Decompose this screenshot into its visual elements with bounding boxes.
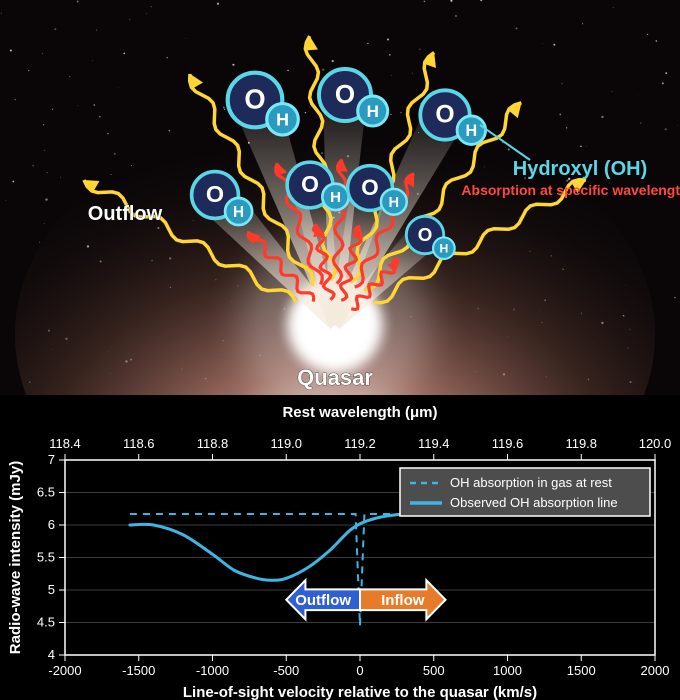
y-tick-label: 4: [48, 647, 55, 662]
o-atom-label: O: [418, 224, 433, 245]
legend-dashed-label: OH absorption in gas at rest: [450, 475, 612, 490]
top-tick-label: 118.8: [197, 436, 229, 451]
x-tick-label: 0: [356, 663, 363, 678]
y-tick-label: 5: [48, 582, 55, 597]
top-tick-label: 119.2: [344, 436, 376, 451]
x-tick-label: 500: [423, 663, 445, 678]
hydroxyl-label: Hydroxyl (OH): [513, 158, 647, 180]
top-axis-label: Rest wavelength (μm): [282, 404, 437, 421]
absorption-label: Absorption at specific wavelength: [461, 182, 680, 198]
y-tick-label: 7: [48, 452, 55, 467]
o-atom-label: O: [301, 171, 319, 197]
h-atom-label: H: [367, 102, 379, 121]
top-tick-label: 119.4: [418, 436, 450, 451]
o-atom-label: O: [244, 83, 265, 114]
o-atom-label: O: [335, 79, 355, 109]
outflow-label: Outflow: [88, 203, 163, 225]
o-atom-label: O: [206, 181, 224, 207]
outflow-arrow-label: Outflow: [295, 592, 351, 609]
h-atom-label: H: [276, 110, 289, 130]
o-atom-label: O: [361, 175, 378, 200]
top-tick-label: 119.0: [270, 436, 302, 451]
top-tick-label: 119.6: [492, 436, 524, 451]
top-tick-label: 120.0: [639, 436, 672, 451]
o-atom-label: O: [435, 102, 454, 129]
inflow-arrow-label: Inflow: [381, 592, 425, 609]
x-axis-label: Line-of-sight velocity relative to the q…: [183, 684, 537, 700]
x-tick-label: 1500: [567, 663, 596, 678]
x-tick-label: 1000: [493, 663, 522, 678]
x-tick-label: -1500: [122, 663, 155, 678]
legend-solid-label: Observed OH absorption line: [450, 495, 618, 510]
figure-svg: OHOHOHOHOHOHOHQuasarOutflowHydroxyl (OH)…: [0, 0, 680, 700]
h-atom-label: H: [389, 195, 400, 211]
x-tick-label: -1000: [196, 663, 229, 678]
y-tick-label: 6.5: [37, 485, 55, 500]
top-tick-label: 118.4: [49, 436, 81, 451]
y-axis-label: Radio-wave intensity (mJy): [7, 461, 24, 654]
top-tick-label: 119.8: [565, 436, 597, 451]
x-tick-label: -500: [273, 663, 299, 678]
h-atom-label: H: [330, 189, 341, 206]
top-tick-label: 118.6: [123, 436, 155, 451]
x-tick-label: -2000: [48, 663, 81, 678]
h-atom-label: H: [465, 122, 477, 140]
y-tick-label: 5.5: [37, 550, 55, 565]
y-tick-label: 6: [48, 517, 55, 532]
h-atom-label: H: [439, 242, 448, 256]
h-atom-label: H: [233, 204, 244, 221]
x-tick-label: 2000: [641, 663, 670, 678]
quasar-label: Quasar: [297, 365, 373, 390]
y-tick-label: 4.5: [37, 615, 55, 630]
